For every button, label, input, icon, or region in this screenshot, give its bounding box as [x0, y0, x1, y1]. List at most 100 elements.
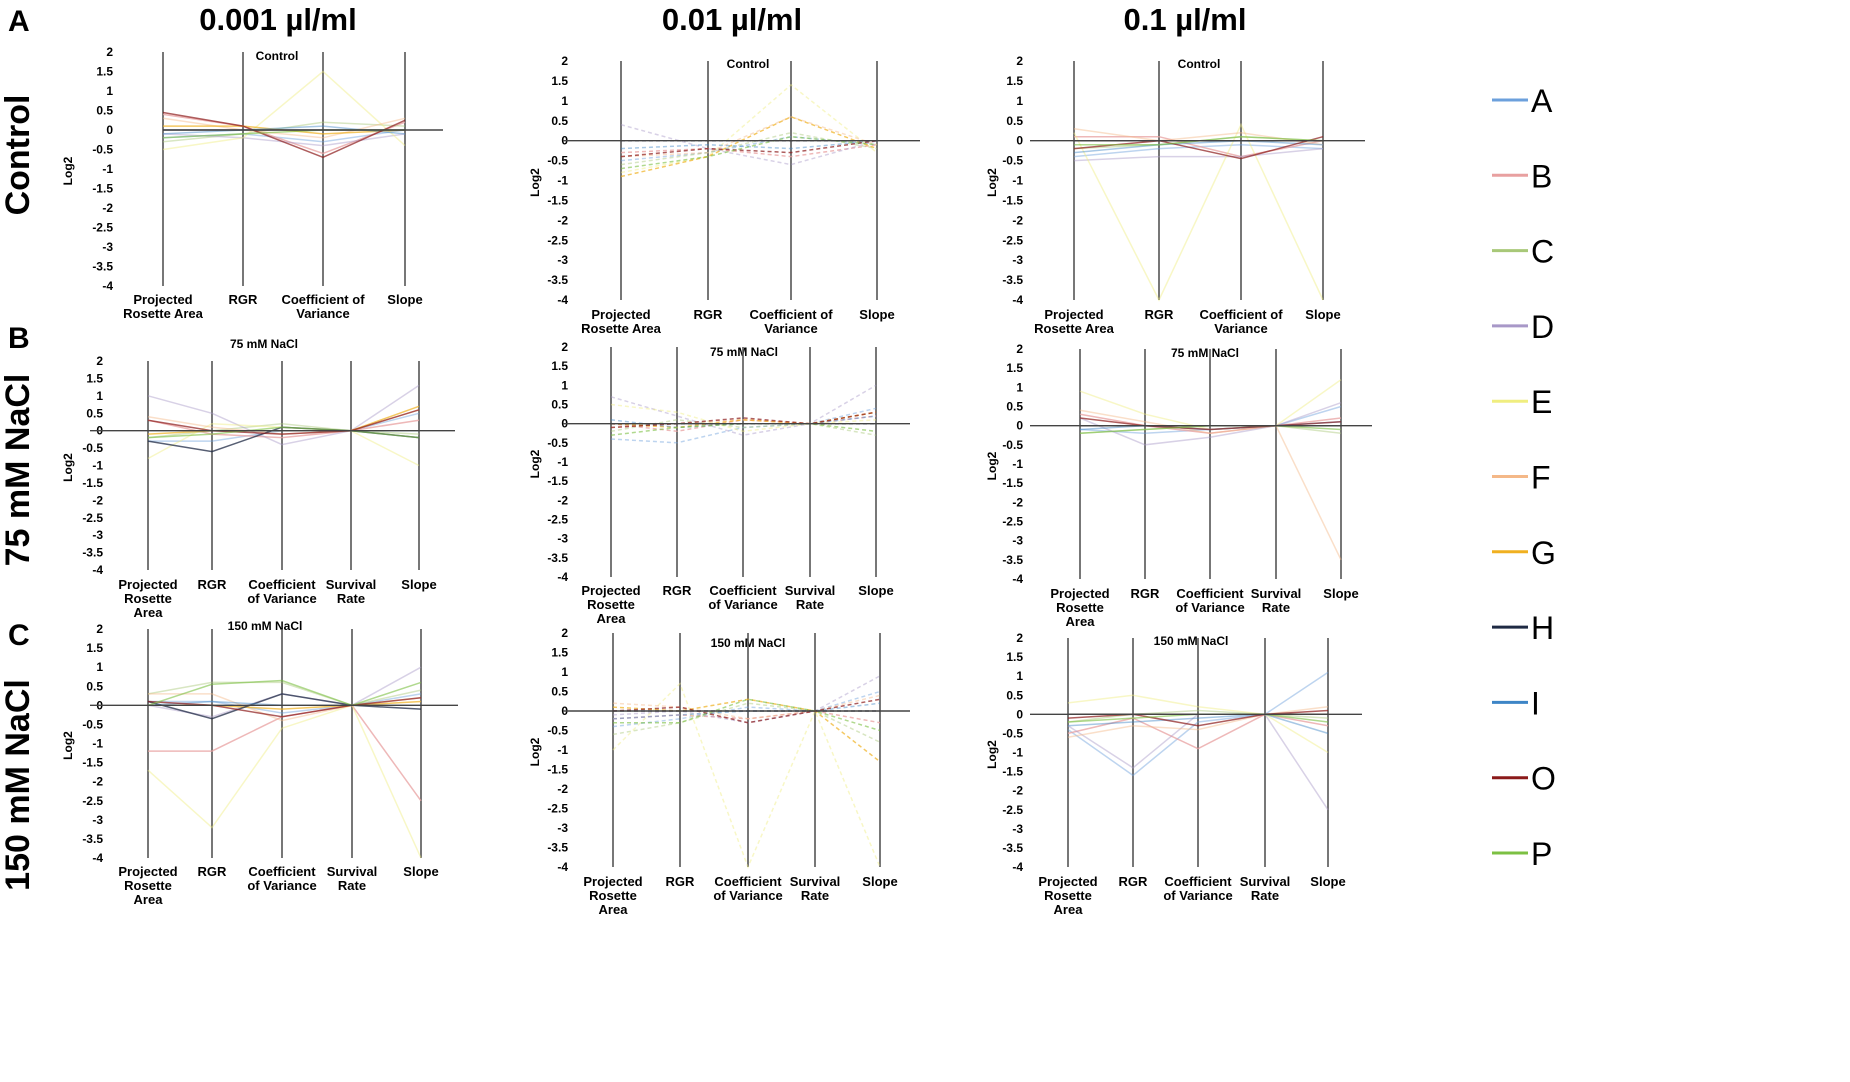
- y-tick-label: -2.5: [82, 511, 103, 525]
- y-axis-label: Log2: [61, 731, 75, 760]
- axis-category-label: Coefficient of Variance: [708, 583, 777, 612]
- y-tick-label: 1.5: [1006, 650, 1023, 664]
- y-tick-label: 1.5: [1006, 74, 1023, 88]
- y-tick-label: -0.5: [82, 441, 103, 455]
- axis-category-label: Survival Rate: [1251, 586, 1302, 615]
- legend-item: H: [1492, 610, 1554, 646]
- y-tick-label: -0.5: [1002, 726, 1023, 740]
- series-line-i: [620, 139, 878, 150]
- axis-category-label: RGR: [229, 292, 259, 307]
- y-tick-label: -0.5: [1002, 154, 1023, 168]
- axis-category-label: Projected Rosette Area: [581, 307, 661, 336]
- y-tick-label: -2.5: [1002, 233, 1023, 247]
- series-line-a: [148, 693, 422, 714]
- y-tick-label: -4: [557, 293, 568, 307]
- axis-category-label: RGR: [694, 307, 724, 322]
- y-tick-label: -3.5: [547, 551, 568, 565]
- y-tick-label: -1.5: [547, 474, 568, 488]
- y-tick-label: 1.5: [86, 641, 103, 655]
- axis-category-label: Survival Rate: [1240, 874, 1291, 903]
- axis-category-label: Projected Rosette Area: [581, 583, 640, 626]
- y-tick-label: -4: [1012, 572, 1023, 586]
- y-tick-label: -2.5: [547, 513, 568, 527]
- series-line-f: [1079, 409, 1342, 561]
- y-tick-label: -1: [1012, 457, 1023, 471]
- series-line-p: [613, 698, 881, 732]
- series-line-f: [612, 694, 881, 720]
- y-tick-label: 1: [561, 378, 568, 392]
- chart-panel: Control21.510.50-0.5-1-1.5-2-2.5-3-3.5-4…: [61, 45, 443, 321]
- y-tick-label: 0.5: [551, 114, 568, 128]
- series-line-o: [610, 411, 877, 429]
- axis-category-label: Coefficient of Variance: [247, 577, 316, 606]
- axis-category-label: Slope: [387, 292, 422, 307]
- chart-panel: Control21.510.50-0.5-1-1.5-2-2.5-3-3.5-4…: [528, 54, 920, 336]
- legend-label: P: [1531, 836, 1552, 872]
- axis-category-label: Slope: [858, 583, 893, 598]
- axis-category-label: Projected Rosette Area: [1038, 874, 1097, 917]
- series-line-e: [612, 682, 881, 870]
- y-tick-label: 0: [1016, 419, 1023, 433]
- series-line-p: [147, 679, 422, 707]
- col-header-2: 0.01 µl/ml: [662, 2, 802, 37]
- axis-category-label: Coefficient of Variance: [247, 864, 316, 893]
- series-line-c: [147, 422, 420, 439]
- y-tick-label: -4: [92, 851, 103, 865]
- series-line-i: [1073, 139, 1324, 154]
- chart-panel: 150 mM NaCl21.510.50-0.5-1-1.5-2-2.5-3-3…: [61, 619, 458, 907]
- legend-label: C: [1531, 234, 1554, 270]
- series-line-g: [612, 698, 881, 763]
- y-tick-label: 0.5: [1006, 400, 1023, 414]
- series-line-o: [612, 698, 881, 724]
- y-tick-label: 2: [1016, 54, 1023, 68]
- y-tick-label: 0.5: [86, 679, 103, 693]
- chart-panel: Control21.510.50-0.5-1-1.5-2-2.5-3-3.5-4…: [985, 54, 1365, 336]
- y-tick-label: 2: [1016, 631, 1023, 645]
- axis-category-label: Slope: [1305, 307, 1340, 322]
- y-tick-label: 1.5: [551, 646, 568, 660]
- legend-label: G: [1531, 535, 1556, 571]
- axis-category-label: Slope: [862, 874, 897, 889]
- series-line-e: [620, 83, 878, 174]
- y-tick-label: -2: [92, 493, 103, 507]
- y-tick-label: -1.5: [82, 756, 103, 770]
- y-tick-label: -3.5: [547, 273, 568, 287]
- y-tick-label: 0.5: [1006, 688, 1023, 702]
- y-tick-label: -3.5: [1002, 553, 1023, 567]
- legend-label: O: [1531, 761, 1556, 797]
- legend-label: H: [1531, 610, 1554, 646]
- y-tick-label: -1: [557, 743, 568, 757]
- chart-title: 75 mM NaCl: [1171, 346, 1239, 360]
- y-tick-label: -1: [92, 459, 103, 473]
- y-tick-label: 2: [106, 45, 113, 59]
- axis-category-label: Survival Rate: [785, 583, 836, 612]
- legend-label: D: [1531, 309, 1554, 345]
- y-axis-label: Log2: [528, 449, 542, 478]
- legend-label: A: [1531, 83, 1553, 119]
- axis-category-label: Coefficient of Variance: [749, 307, 833, 336]
- y-axis-label: Log2: [61, 156, 75, 185]
- col-header-3: 0.1 µl/ml: [1124, 2, 1247, 37]
- y-tick-label: 1.5: [551, 359, 568, 373]
- legend-item: P: [1492, 836, 1552, 872]
- series-line-o: [147, 409, 420, 435]
- y-tick-label: -3: [92, 528, 103, 542]
- axis-category-label: Slope: [1323, 586, 1358, 601]
- series-line-b: [147, 419, 420, 439]
- series-line-g: [147, 405, 420, 435]
- series-line-b: [610, 415, 877, 433]
- series-line-d: [620, 123, 878, 166]
- y-tick-label: -1.5: [92, 182, 113, 196]
- axis-category-label: Projected Rosette Area: [118, 864, 177, 907]
- axis-category-label: Projected Rosette Area: [118, 577, 177, 620]
- row-header-control: Control: [0, 95, 37, 216]
- y-tick-label: -1: [557, 174, 568, 188]
- y-tick-label: 1.5: [1006, 361, 1023, 375]
- y-tick-label: 1: [561, 665, 568, 679]
- series-line-e: [610, 403, 877, 433]
- y-tick-label: -4: [92, 563, 103, 577]
- y-axis-label: Log2: [528, 737, 542, 766]
- y-tick-label: 1: [1016, 94, 1023, 108]
- series-line-d: [610, 384, 877, 436]
- y-tick-label: 0.5: [1006, 114, 1023, 128]
